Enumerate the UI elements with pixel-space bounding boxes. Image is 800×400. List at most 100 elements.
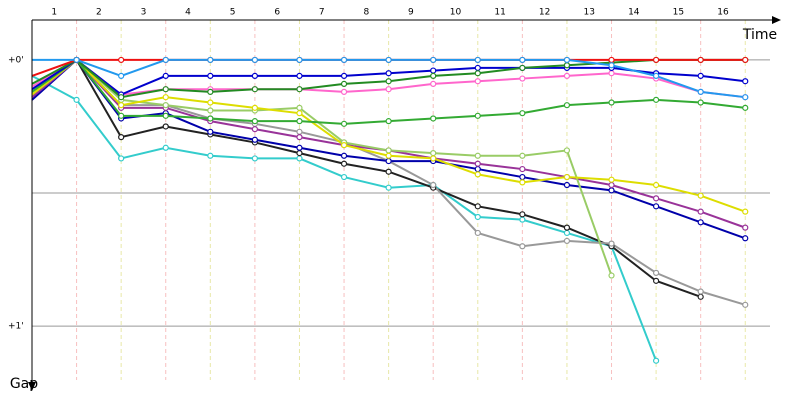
data-point xyxy=(340,160,348,167)
data-point xyxy=(430,72,437,79)
data-point xyxy=(296,149,303,157)
data-point xyxy=(385,152,392,159)
data-point xyxy=(73,56,80,64)
data-point xyxy=(563,147,571,154)
data-point xyxy=(652,203,660,210)
data-point xyxy=(608,62,615,69)
data-point xyxy=(519,56,526,64)
x-tick-label: 4 xyxy=(185,8,191,18)
x-tick-label: 16 xyxy=(717,8,729,18)
x-tick-label: 14 xyxy=(628,8,640,18)
data-point xyxy=(697,88,704,95)
data-point xyxy=(652,181,660,189)
data-point xyxy=(430,56,437,64)
data-point xyxy=(207,107,214,114)
data-point xyxy=(430,181,437,189)
data-point xyxy=(296,110,303,117)
data-point xyxy=(251,118,258,125)
series-line xyxy=(31,58,702,298)
data-point xyxy=(251,126,258,133)
data-point xyxy=(430,67,437,74)
data-point xyxy=(296,134,303,141)
x-tick-label: 1 xyxy=(51,8,57,18)
data-point xyxy=(162,112,169,119)
data-point xyxy=(697,72,704,79)
data-point xyxy=(608,70,615,77)
x-tick-label: 3 xyxy=(141,8,147,18)
x-tick-label: 8 xyxy=(363,8,369,18)
data-point xyxy=(474,165,481,173)
data-point xyxy=(385,184,392,191)
data-point xyxy=(340,152,348,159)
y-axis-label: Gap xyxy=(10,376,38,392)
data-point xyxy=(340,88,348,95)
data-point xyxy=(162,72,169,79)
data-point xyxy=(563,102,571,109)
data-point xyxy=(519,173,526,181)
data-point xyxy=(118,94,125,101)
data-point xyxy=(519,216,526,223)
data-point xyxy=(608,176,615,183)
data-point xyxy=(742,94,749,101)
data-point xyxy=(340,72,348,79)
x-tick-label: 6 xyxy=(274,8,280,18)
data-point xyxy=(296,72,303,79)
data-point xyxy=(162,86,169,93)
data-point xyxy=(474,64,481,72)
x-tick-label: 10 xyxy=(450,8,462,18)
data-point xyxy=(296,118,303,125)
data-point xyxy=(652,277,660,284)
data-point xyxy=(162,144,169,151)
data-point xyxy=(385,168,392,175)
x-tick-label: 7 xyxy=(319,8,325,18)
data-point xyxy=(162,123,169,130)
data-point xyxy=(519,243,526,250)
x-tick-label: 11 xyxy=(494,8,505,18)
data-point xyxy=(474,152,481,159)
data-point xyxy=(742,208,749,215)
data-point xyxy=(73,96,80,103)
x-tick-label: 5 xyxy=(230,8,236,18)
data-point xyxy=(652,72,660,79)
data-point xyxy=(296,128,303,135)
data-point xyxy=(251,155,258,162)
data-point xyxy=(118,56,125,64)
data-point xyxy=(474,213,481,221)
data-point xyxy=(118,72,125,79)
data-point xyxy=(207,72,214,79)
data-point xyxy=(608,272,615,279)
data-point xyxy=(340,80,348,87)
series-line xyxy=(31,58,613,276)
data-point xyxy=(340,173,348,181)
data-point xyxy=(563,72,571,79)
data-point xyxy=(430,115,437,122)
x-axis-label: Time xyxy=(742,27,777,43)
data-point xyxy=(385,56,392,64)
data-point xyxy=(652,269,660,276)
data-point xyxy=(430,149,437,157)
data-point xyxy=(474,56,481,64)
data-point xyxy=(742,56,749,64)
data-point xyxy=(697,208,704,215)
data-point xyxy=(519,179,526,186)
data-point xyxy=(340,56,348,64)
data-point xyxy=(118,155,125,162)
data-point xyxy=(385,70,392,77)
data-point xyxy=(296,155,303,162)
data-point xyxy=(207,56,214,64)
data-point xyxy=(251,72,258,79)
data-point xyxy=(697,99,704,106)
data-point xyxy=(652,96,660,103)
data-point xyxy=(430,80,437,87)
data-point xyxy=(118,112,125,119)
data-point xyxy=(563,224,571,231)
data-point xyxy=(519,165,526,173)
data-point xyxy=(474,171,481,178)
data-point xyxy=(251,104,258,111)
x-tick-label: 2 xyxy=(96,8,102,18)
data-point xyxy=(652,195,660,202)
data-point xyxy=(118,102,125,109)
data-point xyxy=(162,102,169,109)
data-point xyxy=(742,224,749,231)
